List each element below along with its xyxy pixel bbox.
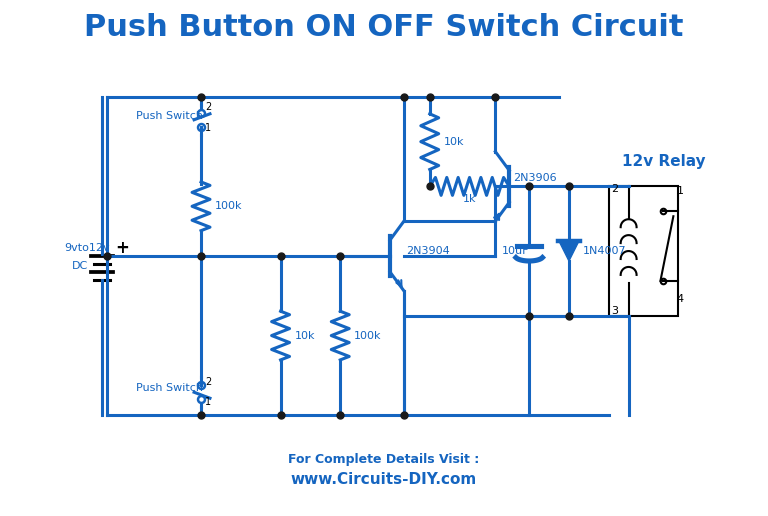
Text: 10k: 10k (294, 331, 315, 341)
Text: 2: 2 (611, 184, 617, 195)
Text: 1k: 1k (463, 195, 476, 204)
Text: 3: 3 (611, 305, 617, 316)
Text: 12v Relay: 12v Relay (621, 154, 705, 169)
Text: 4: 4 (677, 294, 684, 304)
Text: www.Circuits-DIY.com: www.Circuits-DIY.com (291, 472, 477, 487)
Text: Push Switch: Push Switch (137, 383, 204, 393)
Text: +: + (115, 239, 129, 257)
Polygon shape (559, 241, 579, 261)
Text: 2N3904: 2N3904 (406, 246, 449, 256)
Text: Push Button ON OFF Switch Circuit: Push Button ON OFF Switch Circuit (84, 13, 684, 42)
Text: 1: 1 (205, 397, 211, 407)
Text: 10uF: 10uF (502, 246, 529, 256)
Text: 10k: 10k (444, 137, 464, 147)
Bar (609, 186, 678, 316)
Text: For Complete Details Visit :: For Complete Details Visit : (288, 454, 480, 466)
Text: 100k: 100k (215, 201, 243, 211)
Text: 100k: 100k (354, 331, 382, 341)
Text: DC: DC (71, 261, 88, 271)
Text: 1: 1 (677, 186, 684, 197)
Text: 9vto12v: 9vto12v (64, 243, 109, 253)
Text: 2: 2 (205, 377, 211, 388)
Text: 1N4007: 1N4007 (583, 246, 627, 256)
Text: Push Switch: Push Switch (137, 111, 204, 121)
Text: 1: 1 (205, 123, 211, 133)
Text: 2: 2 (205, 102, 211, 112)
Text: 2N3906: 2N3906 (513, 173, 557, 184)
